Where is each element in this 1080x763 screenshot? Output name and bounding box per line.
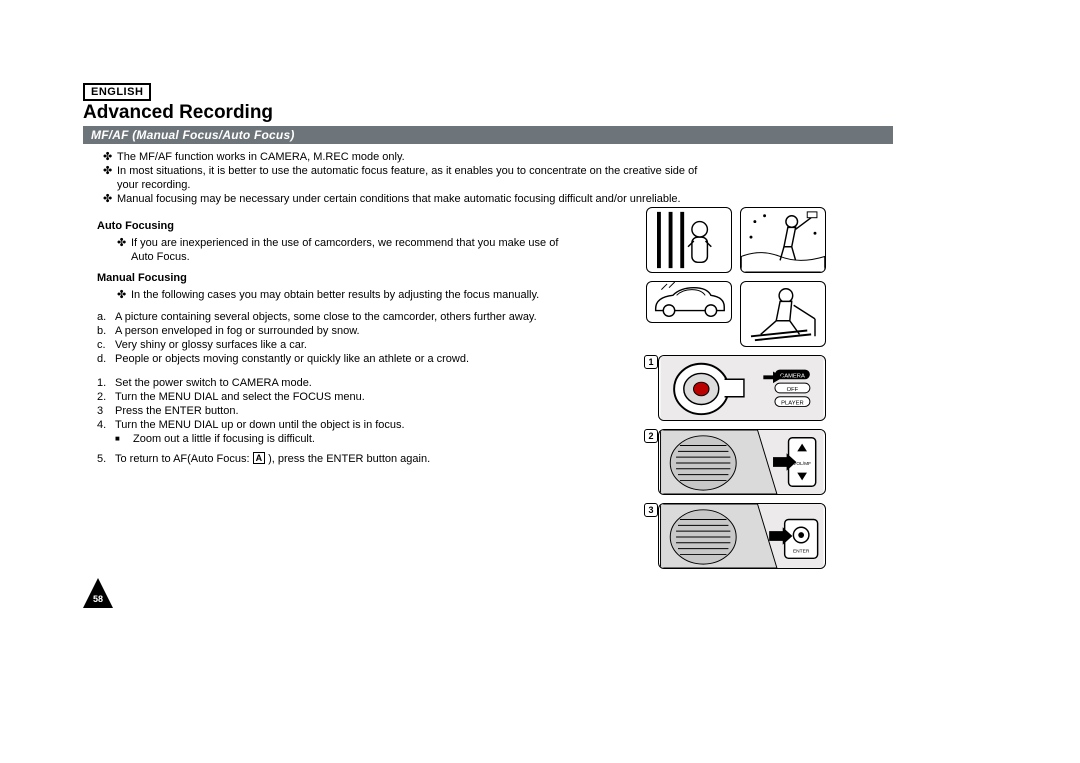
- step-num: 4.: [97, 418, 106, 432]
- list-item: In the following cases you may obtain be…: [117, 288, 577, 302]
- svg-text:ENTER: ENTER: [793, 548, 810, 554]
- page-number: 58: [83, 578, 113, 608]
- scenario-text: Very shiny or glossy surfaces like a car…: [115, 339, 307, 351]
- step-badge-3: 3: [644, 503, 658, 517]
- step-num: 2.: [97, 390, 106, 404]
- page-title: Advanced Recording: [83, 102, 893, 124]
- illustration-mode-dial: CAMERA OFF PLAYER: [658, 355, 826, 421]
- sub-step-text: Zoom out a little if focusing is difficu…: [133, 433, 315, 445]
- letter: d.: [97, 352, 106, 366]
- scenario-text: A picture containing several objects, so…: [115, 311, 537, 323]
- step-num: 5.: [97, 452, 106, 466]
- illustration-snow: [740, 207, 826, 273]
- step-num: 3: [97, 404, 103, 418]
- step-text: To return to AF(Auto Focus:: [115, 453, 253, 465]
- svg-text:OFF: OFF: [787, 387, 799, 393]
- illustration-car: [646, 281, 732, 323]
- svg-text:CAMERA: CAMERA: [780, 373, 805, 379]
- manual-page: ENGLISH Advanced Recording MF/AF (Manual…: [83, 82, 893, 602]
- letter: a.: [97, 310, 106, 324]
- svg-text:PLAYER: PLAYER: [781, 400, 803, 406]
- page-number-badge: 58: [83, 578, 113, 608]
- intro-item: In most situations, it is better to use …: [103, 164, 713, 192]
- af-icon: A: [253, 452, 266, 464]
- intro-item: Manual focusing may be necessary under c…: [103, 192, 803, 206]
- step-text: Press the ENTER button.: [115, 405, 239, 417]
- step-text: Set the power switch to CAMERA mode.: [115, 377, 312, 389]
- illustration-column: 1 CAMERA OFF PLAYER 2: [646, 207, 893, 607]
- section-subtitle: MF/AF (Manual Focus/Auto Focus): [83, 126, 893, 144]
- content-area: The MF/AF function works in CAMERA, M.RE…: [83, 150, 893, 466]
- scenario-item: a. A picture containing several objects, …: [97, 310, 537, 324]
- intro-item: The MF/AF function works in CAMERA, M.RE…: [103, 150, 893, 164]
- intro-text: In most situations, it is better to use …: [117, 165, 697, 191]
- intro-text: The MF/AF function works in CAMERA, M.RE…: [117, 151, 405, 163]
- item-text: In the following cases you may obtain be…: [131, 289, 539, 301]
- illustration-bars: [646, 207, 732, 273]
- illustration-volmf: VOL/MF: [658, 429, 826, 495]
- step-num: 1.: [97, 376, 106, 390]
- step-text: Turn the MENU DIAL up or down until the …: [115, 419, 405, 431]
- item-text: If you are inexperienced in the use of c…: [131, 237, 558, 263]
- letter: b.: [97, 324, 106, 338]
- step-text: Turn the MENU DIAL and select the FOCUS …: [115, 391, 365, 403]
- scenario-text: A person enveloped in fog or surrounded …: [115, 325, 360, 337]
- illustration-skier: [740, 281, 826, 347]
- list-item: If you are inexperienced in the use of c…: [117, 236, 577, 264]
- letter: c.: [97, 338, 106, 352]
- illustration-enter: ENTER: [658, 503, 826, 569]
- step-badge-2: 2: [644, 429, 658, 443]
- intro-list: The MF/AF function works in CAMERA, M.RE…: [83, 150, 893, 206]
- step-badge-1: 1: [644, 355, 658, 369]
- scenario-text: People or objects moving constantly or q…: [115, 353, 469, 365]
- language-label: ENGLISH: [83, 83, 151, 101]
- step-text: ), press the ENTER button again.: [265, 453, 430, 465]
- intro-text: Manual focusing may be necessary under c…: [117, 193, 681, 205]
